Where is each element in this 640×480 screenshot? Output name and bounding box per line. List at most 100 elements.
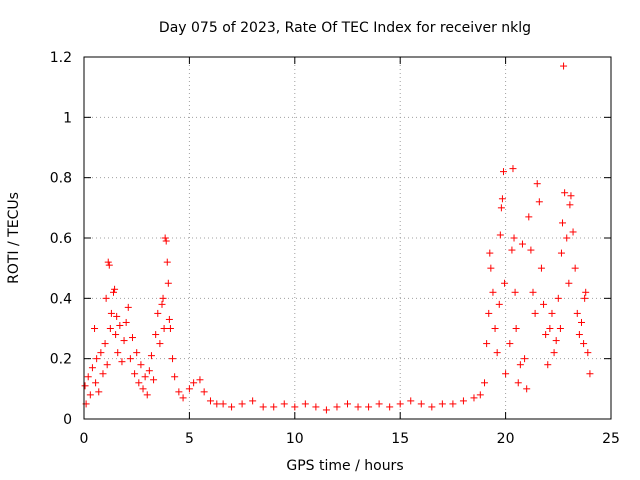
data-point: [575, 331, 583, 339]
data-point: [407, 397, 415, 405]
data-point: [112, 331, 120, 339]
y-tick-label: 1.2: [50, 50, 72, 66]
data-point: [213, 400, 221, 408]
y-tick-label: 0.6: [50, 231, 72, 247]
data-point: [535, 198, 543, 206]
data-point: [103, 361, 111, 369]
data-point: [354, 403, 362, 411]
data-point: [97, 349, 105, 357]
data-point: [322, 406, 330, 414]
data-point: [141, 373, 149, 381]
data-point: [489, 288, 497, 296]
data-point: [438, 400, 446, 408]
data-point: [128, 334, 136, 342]
data-point: [506, 340, 514, 348]
data-point: [537, 264, 545, 272]
data-point: [396, 400, 404, 408]
data-point: [228, 403, 236, 411]
data-point: [154, 309, 162, 317]
data-point: [449, 400, 457, 408]
data-point: [523, 385, 531, 393]
data-point: [365, 403, 373, 411]
data-point: [104, 258, 112, 266]
data-point: [509, 165, 517, 173]
data-point: [561, 189, 569, 197]
data-point: [301, 400, 309, 408]
x-tick-label: 20: [497, 431, 515, 447]
data-point: [124, 303, 132, 311]
data-point: [291, 403, 299, 411]
data-point: [101, 340, 109, 348]
data-point: [542, 331, 550, 339]
data-point: [417, 400, 425, 408]
data-point: [135, 379, 143, 387]
data-point: [156, 340, 164, 348]
data-point: [495, 300, 503, 308]
data-point: [571, 264, 579, 272]
y-axis-label: ROTI / TECUs: [6, 192, 22, 284]
data-point: [102, 294, 110, 302]
data-point: [498, 195, 506, 203]
data-point: [99, 370, 107, 378]
data-point: [150, 376, 158, 384]
data-point: [486, 249, 494, 257]
data-point: [481, 379, 489, 387]
data-point: [158, 300, 166, 308]
data-point: [428, 403, 436, 411]
data-point: [171, 373, 179, 381]
data-point: [487, 264, 495, 272]
data-point: [164, 279, 172, 287]
data-point: [116, 321, 124, 329]
data-point: [270, 403, 278, 411]
data-point: [200, 388, 208, 396]
data-point: [333, 403, 341, 411]
data-point: [386, 403, 394, 411]
data-point: [166, 325, 174, 332]
data-point: [238, 400, 246, 408]
data-point: [512, 325, 520, 332]
data-point: [559, 219, 567, 227]
data-point: [527, 246, 535, 254]
data-point: [185, 385, 193, 393]
data-point: [81, 382, 89, 390]
data-point: [565, 279, 573, 287]
data-point: [106, 325, 114, 332]
data-point: [529, 288, 537, 296]
y-tick-label: 0: [63, 412, 72, 428]
data-point: [105, 261, 113, 269]
data-point: [540, 300, 548, 308]
data-point: [548, 309, 556, 317]
data-point: [470, 394, 478, 402]
data-point: [476, 391, 484, 399]
data-point: [162, 237, 170, 245]
chart-title: Day 075 of 2023, Rate Of TEC Index for r…: [159, 20, 531, 36]
x-tick-label: 25: [602, 431, 620, 447]
data-point: [556, 325, 564, 332]
data-point: [111, 285, 119, 293]
y-tick-label: 0.2: [50, 352, 72, 368]
data-point: [120, 337, 128, 345]
data-point: [107, 309, 115, 317]
data-point: [496, 231, 504, 239]
data-point: [502, 370, 510, 378]
data-point: [169, 355, 177, 363]
x-tick-labels: 0 5 10 15 20 25: [80, 431, 620, 447]
data-point: [491, 325, 499, 332]
data-point: [93, 355, 101, 363]
data-point: [552, 337, 560, 345]
data-point: [344, 400, 351, 408]
data-point: [510, 234, 518, 242]
data-point: [159, 294, 167, 302]
data-point: [518, 240, 526, 248]
data-point: [582, 288, 590, 296]
data-point: [569, 228, 577, 236]
data-point: [459, 397, 467, 405]
x-tick-label: 5: [185, 431, 194, 447]
data-point: [126, 355, 134, 363]
data-point: [84, 373, 92, 381]
data-point: [577, 318, 585, 326]
data-point: [114, 349, 122, 357]
data-point: [554, 294, 562, 302]
data-point: [566, 201, 574, 209]
